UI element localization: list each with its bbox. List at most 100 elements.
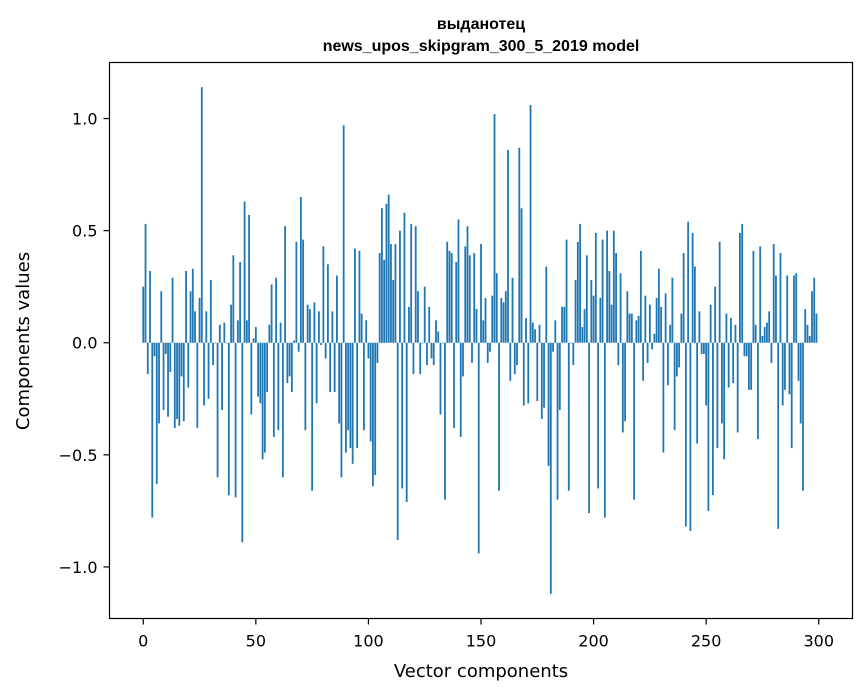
bar-61 [279, 322, 282, 343]
y-axis-ticks: −1.0 −0.5 0.0 0.5 1.0 [59, 110, 110, 577]
bar-256 [718, 241, 721, 343]
bar-272 [754, 324, 757, 343]
bar-293 [802, 342, 804, 491]
bar-138 [453, 342, 455, 428]
bar-77 [315, 342, 318, 404]
bar-269 [748, 342, 750, 390]
bar-120 [412, 342, 415, 375]
x-tick-label: 0 [138, 632, 148, 651]
bar-99 [365, 320, 368, 343]
bar-53 [261, 342, 264, 460]
bar-34 [218, 324, 221, 343]
bar-235 [671, 277, 674, 343]
bar-4 [151, 342, 154, 518]
bar-122 [417, 291, 419, 343]
x-tick-label: 300 [803, 632, 834, 651]
bar-98 [363, 342, 365, 431]
bar-75 [311, 342, 314, 491]
bar-82 [327, 264, 329, 343]
chart-subtitle: news_upos_skipgram_300_5_2019 model [323, 38, 640, 55]
bar-47 [248, 214, 250, 343]
bar-6 [155, 342, 158, 484]
bar-209 [612, 230, 615, 343]
bar-201 [594, 232, 597, 343]
bar-298 [813, 277, 816, 343]
bar-182 [552, 342, 554, 352]
bar-227 [653, 333, 656, 343]
bar-40 [232, 255, 235, 343]
bar-270 [750, 342, 753, 390]
bar-162 [507, 149, 509, 343]
bar-22 [191, 268, 194, 343]
bar-107 [383, 259, 386, 343]
bar-76 [313, 302, 316, 343]
bar-259 [725, 313, 728, 343]
bar-89 [342, 125, 345, 343]
bar-17 [180, 342, 183, 377]
bar-83 [329, 342, 332, 393]
bar-41 [234, 342, 237, 498]
bar-126 [426, 342, 428, 366]
bar-273 [757, 342, 759, 440]
bar-167 [518, 147, 521, 343]
bar-14 [173, 342, 176, 428]
bar-236 [673, 342, 676, 431]
y-tick-label: −0.5 [59, 446, 98, 465]
bar-26 [200, 87, 203, 343]
y-tick-label: 0.5 [72, 222, 97, 241]
bar-63 [284, 226, 287, 343]
bar-79 [320, 342, 323, 345]
bar-277 [766, 322, 768, 343]
bar-206 [606, 230, 608, 343]
bar-112 [394, 244, 397, 343]
bar-86 [336, 275, 338, 343]
bar-191 [572, 342, 575, 366]
bar-27 [203, 342, 205, 406]
bar-202 [597, 342, 599, 489]
bar-208 [610, 304, 613, 343]
bar-81 [324, 342, 327, 359]
y-axis-label: Components values [13, 252, 34, 430]
bar-188 [565, 239, 568, 343]
bar-232 [664, 293, 667, 343]
bar-125 [423, 286, 426, 343]
bar-168 [520, 208, 523, 343]
bar-30 [209, 279, 212, 343]
bar-123 [419, 342, 422, 375]
bar-164 [511, 277, 514, 343]
bar-67 [293, 340, 296, 343]
bar-113 [396, 342, 399, 541]
bar-219 [635, 320, 638, 343]
bar-261 [730, 318, 732, 343]
bar-180 [547, 342, 550, 467]
bar-248 [700, 342, 703, 354]
bar-128 [430, 342, 433, 359]
bar-11 [167, 342, 169, 417]
bar-216 [628, 313, 631, 343]
bar-50 [254, 327, 257, 343]
bar-136 [448, 250, 451, 343]
bar-226 [651, 342, 654, 350]
bar-141 [459, 342, 462, 437]
bar-283 [779, 253, 782, 343]
bar-133 [441, 342, 444, 344]
bar-116 [403, 212, 406, 343]
bar-23 [194, 311, 196, 343]
bar-127 [428, 306, 431, 343]
y-tick-label: −1.0 [59, 558, 98, 577]
bar-145 [468, 255, 471, 343]
bar-72 [304, 342, 307, 431]
bar-267 [743, 342, 746, 357]
bar-5 [153, 342, 156, 357]
bar-246 [696, 342, 699, 444]
bar-80 [322, 246, 325, 343]
bar-225 [648, 304, 651, 343]
bar-153 [486, 342, 489, 363]
bar-262 [732, 342, 735, 384]
bar-290 [795, 273, 798, 343]
bar-217 [630, 313, 633, 343]
bar-114 [399, 230, 401, 343]
bar-85 [333, 342, 336, 393]
bar-109 [387, 194, 390, 343]
bar-137 [450, 253, 453, 343]
